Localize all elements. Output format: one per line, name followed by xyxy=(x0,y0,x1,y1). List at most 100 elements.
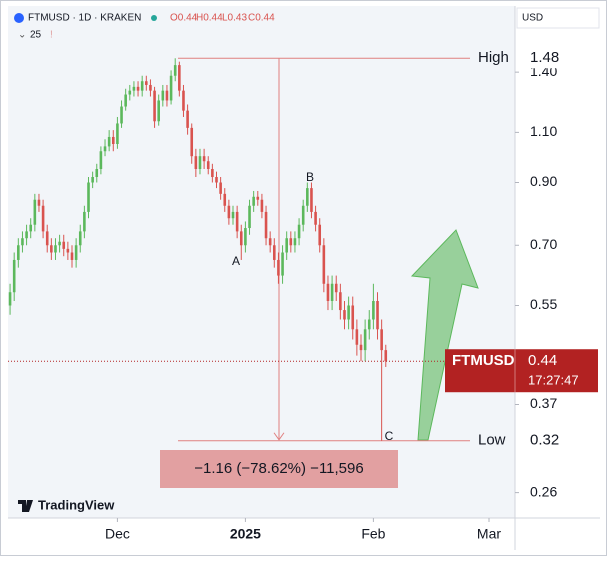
candle-body xyxy=(54,245,57,253)
logo: TradingView xyxy=(18,497,115,512)
candle-body xyxy=(264,211,268,239)
candle-body xyxy=(293,238,297,246)
candle-body xyxy=(272,245,276,260)
candle-body xyxy=(99,151,103,169)
candle-body xyxy=(165,90,169,101)
candle-body xyxy=(330,283,334,301)
candle-body xyxy=(219,182,222,194)
candle-body xyxy=(107,136,111,147)
candle-body xyxy=(33,199,37,225)
candle-body xyxy=(29,224,33,232)
candle-body xyxy=(281,252,284,276)
x-tick-label: Dec xyxy=(105,526,130,542)
candle-body xyxy=(223,193,227,206)
candle-body xyxy=(252,196,255,206)
candle-body xyxy=(297,224,301,239)
candle-body xyxy=(194,156,198,169)
wave-label: C xyxy=(385,429,394,443)
y-tick-label: 0.55 xyxy=(530,296,557,312)
candle-body xyxy=(326,283,330,301)
last-price-value: 0.44 xyxy=(528,352,557,369)
indicator: 25 xyxy=(30,30,42,41)
candle-body xyxy=(78,231,82,246)
ohlc-low: L0.43 xyxy=(222,13,247,24)
candle-body xyxy=(260,199,264,212)
candle-body xyxy=(111,136,115,144)
candle-body xyxy=(334,283,338,293)
y-tick-label: 1.10 xyxy=(530,123,557,139)
candle-body xyxy=(363,329,367,351)
measure-text: −1.16 (−78.62%) −11,596 xyxy=(194,460,363,477)
candle-body xyxy=(306,188,309,206)
wave-label: B xyxy=(306,170,314,184)
candle-body xyxy=(322,245,326,284)
ohlc-high: H0.44 xyxy=(196,13,223,24)
candle-body xyxy=(74,245,78,260)
logo-mark xyxy=(18,500,33,512)
candle-body xyxy=(12,259,16,293)
indicator-warning: ! xyxy=(50,30,53,41)
candle-body xyxy=(116,123,119,144)
level-label: Low xyxy=(478,432,506,449)
level-value-box xyxy=(517,430,565,451)
y-tick-label: 0.90 xyxy=(530,173,557,189)
candle-body xyxy=(301,205,305,225)
measure-arrowhead xyxy=(273,432,285,441)
countdown: 17:27:47 xyxy=(528,373,579,388)
ohlc-close: C0.44 xyxy=(248,13,275,24)
indicator-toggle[interactable]: ⌄ xyxy=(18,30,26,41)
candle-body xyxy=(227,205,231,219)
candle-body xyxy=(128,90,132,95)
candle-body xyxy=(132,86,136,91)
candle-body xyxy=(83,211,86,232)
candle-body xyxy=(161,90,165,101)
candle-body xyxy=(380,329,383,351)
symbol-icon xyxy=(14,13,24,23)
candle-body xyxy=(339,292,342,311)
candle-body xyxy=(91,177,94,183)
y-tick-label: 0.70 xyxy=(530,236,557,252)
candle-body xyxy=(178,65,181,91)
currency-select[interactable] xyxy=(516,7,600,29)
candle-body xyxy=(70,252,74,260)
branding: TradingView xyxy=(38,497,115,512)
candle-body xyxy=(289,238,293,246)
candle-body xyxy=(206,161,210,169)
candle-body xyxy=(235,211,239,232)
symbol: FTMUSD · 1D · KRAKEN xyxy=(28,13,141,24)
candle-body xyxy=(153,90,156,122)
candle-body xyxy=(351,305,355,330)
x-tick-label: Mar xyxy=(477,526,501,542)
candle-body xyxy=(45,231,49,246)
candle-body xyxy=(95,168,99,178)
level-value-box xyxy=(517,48,565,69)
candle-body xyxy=(384,350,388,362)
last-price-name: FTMUSD xyxy=(452,352,515,369)
level-label: High xyxy=(478,49,509,66)
wave-label: A xyxy=(232,254,240,268)
measure-box xyxy=(160,450,398,488)
candle-body xyxy=(25,231,28,239)
candle-body xyxy=(140,81,144,91)
candle-body xyxy=(182,90,185,111)
candle-body xyxy=(372,300,375,320)
candle-body xyxy=(120,106,123,124)
candle-body xyxy=(277,259,280,276)
candle-body xyxy=(173,65,177,76)
candle-body xyxy=(239,231,243,246)
candle-body xyxy=(8,292,12,306)
candle-body xyxy=(103,146,107,152)
currency: USD xyxy=(522,13,543,24)
candle-body xyxy=(66,248,70,253)
candle-body xyxy=(256,196,260,200)
candle-body xyxy=(186,110,189,128)
y-tick-label: 0.26 xyxy=(530,483,557,499)
candle-body xyxy=(367,319,371,330)
candle-body xyxy=(359,344,363,351)
candle-body xyxy=(41,205,45,232)
candle-body xyxy=(285,238,288,253)
candle-body xyxy=(87,182,90,212)
candle-body xyxy=(343,310,346,320)
